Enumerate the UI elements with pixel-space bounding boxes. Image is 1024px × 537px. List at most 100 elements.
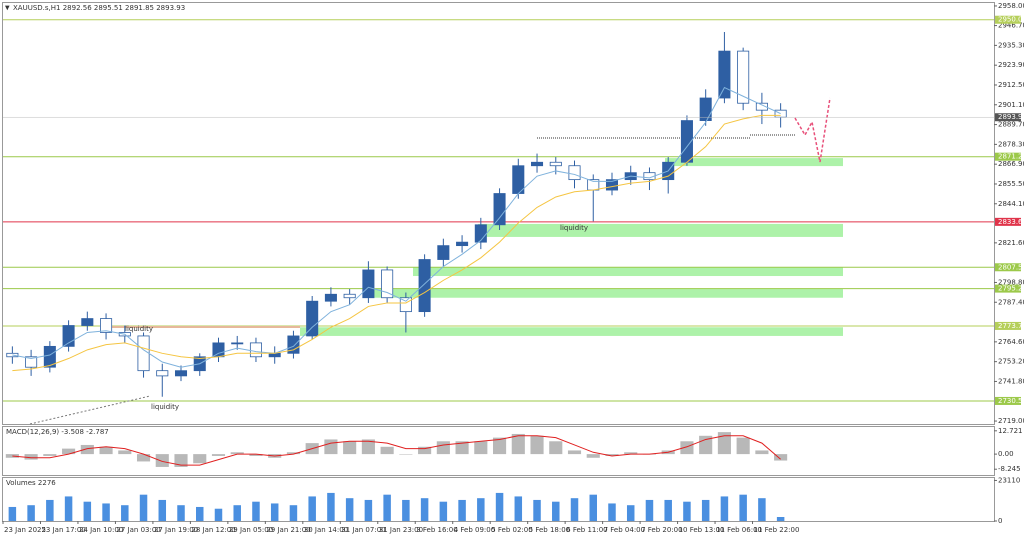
volume-bar xyxy=(327,492,335,521)
candle-body xyxy=(231,342,244,345)
level-label: 2730.57 xyxy=(998,397,1024,405)
annotation: liquidity xyxy=(151,403,179,411)
candle-body xyxy=(737,50,750,104)
x-tick-label: 23 Jan 17:00 xyxy=(41,526,85,534)
volume-bar xyxy=(664,499,672,521)
candle-body xyxy=(306,300,319,337)
x-tick-label: 31 Jan 23:00 xyxy=(379,526,423,534)
y-tick-label: 0.00 xyxy=(998,450,1014,458)
volume-bar xyxy=(27,505,35,521)
macd-bar xyxy=(80,444,94,455)
x-tick-label: 5 Feb 18:00 xyxy=(529,526,570,534)
macd-bar xyxy=(155,454,169,467)
x-tick-label: 10 Feb 13:00 xyxy=(679,526,725,534)
macd-bar xyxy=(511,433,525,455)
panel-title: XAUUSD.s,H1 2892.56 2895.51 2891.85 2893… xyxy=(13,4,185,12)
macd-bar xyxy=(530,435,544,455)
macd-bar xyxy=(174,454,188,467)
last-price-label: 2893.93 xyxy=(998,113,1024,121)
annotation: liquidity xyxy=(125,325,153,333)
y-tick-label: 2912.50 xyxy=(998,81,1024,89)
x-tick-label: 23 Jan 2025 xyxy=(4,526,46,534)
candle-body xyxy=(774,109,787,118)
candle-body xyxy=(249,342,262,358)
volume-panel xyxy=(2,477,995,522)
candle-body xyxy=(100,318,113,333)
candle-body xyxy=(25,356,38,368)
candle-body xyxy=(493,193,506,226)
candle-body xyxy=(755,102,768,111)
level-label-box xyxy=(995,321,1021,330)
volume-bar xyxy=(345,498,354,521)
volume-bar xyxy=(289,505,298,521)
volume-bar xyxy=(683,501,691,521)
volume-bar xyxy=(308,496,316,521)
candle-body xyxy=(699,97,712,121)
candle-body xyxy=(137,335,150,372)
candle-body xyxy=(43,345,56,368)
volume-bar xyxy=(514,496,523,521)
candle-body xyxy=(62,325,75,347)
level-label: 2871.21 xyxy=(998,153,1024,161)
x-tick-label: 30 Jan 14:00 xyxy=(304,526,348,534)
volume-bar xyxy=(121,505,129,521)
candle-body xyxy=(268,352,281,358)
candle-body xyxy=(399,297,412,313)
macd-bar xyxy=(399,454,413,455)
volume-bar xyxy=(420,498,429,521)
macd-bar xyxy=(43,454,57,456)
candle-body xyxy=(212,342,225,358)
candle-body xyxy=(718,50,731,99)
macd-bar xyxy=(455,441,469,455)
macd-bar xyxy=(549,441,563,455)
volume-bar xyxy=(776,517,785,521)
volume-bar xyxy=(608,503,616,521)
volume-bar xyxy=(252,501,260,521)
macd-bar xyxy=(193,454,207,464)
liquidity-zone xyxy=(413,267,843,277)
level-label: 2807.54 xyxy=(998,263,1024,271)
liquidity-zone xyxy=(665,158,843,167)
volume-bar xyxy=(8,506,17,521)
macd-bar xyxy=(418,446,432,455)
macd-bar xyxy=(62,448,76,455)
volume-bar xyxy=(477,498,485,521)
candle-body xyxy=(381,269,394,299)
macd-bar xyxy=(567,450,582,455)
y-tick-label: 2821.60 xyxy=(998,239,1024,247)
y-tick-label: 2844.10 xyxy=(998,200,1024,208)
volume-bar xyxy=(196,506,204,521)
candle-body xyxy=(81,318,94,326)
y-tick-label: 2753.20 xyxy=(998,358,1024,366)
candle-body xyxy=(287,335,300,354)
volume-bar xyxy=(720,496,729,521)
level-label: 2795.26 xyxy=(998,285,1024,293)
macd-panel xyxy=(2,426,995,476)
volume-bar xyxy=(626,505,635,521)
volume-bar xyxy=(158,499,167,521)
x-tick-label: 11 Feb 22:00 xyxy=(754,526,800,534)
candle-body xyxy=(456,241,469,247)
liquidity-zone xyxy=(370,289,843,298)
y-tick-label: 2741.80 xyxy=(998,377,1024,385)
main-panel xyxy=(2,2,995,425)
x-tick-label: 24 Jan 10:00 xyxy=(79,526,123,534)
x-tick-label: 28 Jan 12:00 xyxy=(191,526,235,534)
candle-body xyxy=(6,352,19,358)
symbol-marker: ▼ xyxy=(5,5,10,12)
volume-bar xyxy=(46,499,54,521)
level-label-box xyxy=(995,284,1021,293)
x-tick-label: 29 Jan 21:00 xyxy=(266,526,310,534)
candle-body xyxy=(568,165,581,181)
macd-bar xyxy=(774,454,788,461)
y-tick-label: 23110 xyxy=(998,476,1020,484)
macd-bar xyxy=(324,439,338,455)
volume-bar xyxy=(758,498,766,521)
x-tick-label: 11 Feb 06:00 xyxy=(716,526,762,534)
level-label-box xyxy=(995,15,1021,24)
x-tick-label: 29 Jan 05:00 xyxy=(229,526,273,534)
macd-bar xyxy=(605,454,619,456)
volume-bar xyxy=(570,498,579,521)
y-tick-label: 2958.00 xyxy=(998,2,1024,10)
